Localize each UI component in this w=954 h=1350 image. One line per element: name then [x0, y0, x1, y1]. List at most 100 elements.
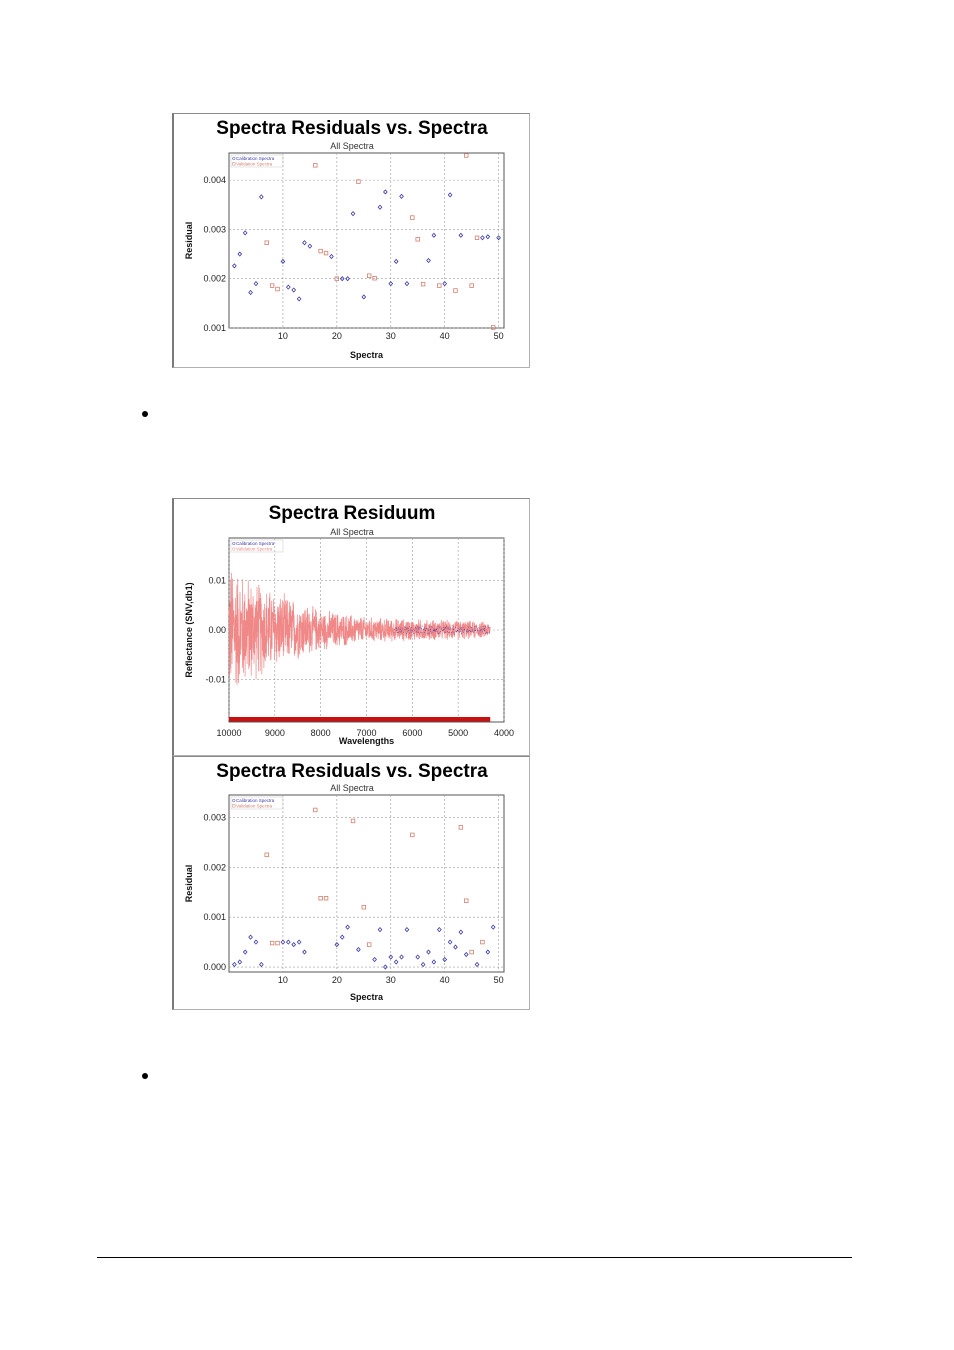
x-tick-label: 7000	[356, 728, 376, 738]
residuum-line-chart: Spectra Residuum All Spectra Wavelengths Re…	[184, 503, 514, 746]
chart-title: Spectra Residuum	[269, 503, 436, 524]
x-tick-label: 8000	[311, 728, 331, 738]
chart-panel-residuals-bottom: Spectra Residuals vs. Spectra All Spectra…	[172, 756, 530, 1010]
legend-box	[230, 539, 284, 553]
legend-marker	[232, 156, 236, 161]
x-axis-label: Spectra	[350, 350, 384, 360]
x-tick-label: 40	[440, 331, 450, 341]
chart-panel-residuals-top: Spectra Residuals vs. Spectra All Spectra…	[172, 113, 530, 368]
data-point-validation	[323, 250, 329, 256]
data-point-calibration	[296, 939, 302, 945]
data-point-validation	[318, 248, 323, 254]
data-point-calibration	[237, 959, 243, 965]
data-point-validation	[313, 163, 318, 168]
data-point-calibration	[474, 961, 480, 968]
data-point-calibration	[356, 946, 361, 953]
data-point-calibration	[302, 240, 307, 246]
x-tick-label: 20	[332, 975, 342, 985]
data-point-calibration	[302, 949, 307, 955]
x-tick-label: 50	[494, 975, 504, 985]
legend-entry: Validation Spectra	[236, 547, 273, 552]
y-tick-label: 0.001	[203, 912, 226, 922]
x-tick-label: 30	[386, 975, 396, 985]
data-point-validation	[269, 283, 275, 288]
data-point-calibration	[404, 281, 410, 287]
data-point-calibration	[345, 924, 350, 930]
data-point-calibration	[291, 287, 297, 293]
data-point-calibration	[447, 939, 453, 945]
data-point-calibration	[388, 954, 394, 960]
data-point-calibration	[334, 941, 340, 948]
plot-area	[228, 152, 505, 329]
data-point-validation	[366, 942, 372, 947]
data-point-calibration	[372, 956, 377, 963]
legend-marker	[232, 547, 236, 551]
data-point-calibration	[442, 281, 448, 287]
x-tick-label: 20	[332, 331, 342, 341]
data-point-calibration	[339, 934, 345, 940]
data-point-calibration	[458, 232, 464, 238]
legend-entry: Validation Spectra	[236, 804, 273, 809]
y-tick-label: 0.002	[203, 274, 226, 284]
data-point-calibration	[415, 954, 421, 960]
data-point-calibration	[431, 959, 437, 965]
data-point-calibration	[361, 294, 367, 300]
legend-marker	[232, 804, 236, 808]
y-tick-label: -0.01	[205, 675, 226, 685]
data-point-calibration	[404, 927, 410, 933]
legend-marker	[232, 162, 236, 166]
data-point-validation	[264, 852, 269, 858]
x-axis-label: Wavelengths	[339, 736, 394, 746]
data-point-calibration	[248, 289, 253, 296]
chart-title: Spectra Residuals vs. Spectra	[216, 761, 488, 782]
data-point-calibration	[329, 253, 334, 260]
data-point-calibration	[345, 276, 350, 282]
data-point-calibration	[253, 939, 259, 945]
y-tick-label: 0.01	[208, 575, 226, 585]
data-point-validation	[269, 940, 275, 946]
y-tick-label: 0.000	[203, 962, 226, 972]
y-tick-label: 0.003	[203, 224, 226, 234]
data-point-validation	[372, 276, 377, 281]
data-point-calibration	[453, 944, 458, 950]
data-point-validation	[474, 235, 480, 240]
data-point-calibration	[490, 924, 496, 930]
data-point-calibration	[399, 193, 404, 199]
legend-entry: Validation Spectra	[236, 162, 273, 167]
y-axis-label: Residual	[184, 222, 194, 260]
bullet-marker-2	[141, 1072, 149, 1080]
data-point-calibration	[237, 251, 243, 257]
x-tick-label: 9000	[265, 728, 285, 738]
chart-subtitle: All Spectra	[330, 527, 374, 537]
data-point-validation	[469, 949, 474, 955]
data-point-calibration	[485, 949, 491, 955]
data-point-validation	[453, 288, 458, 293]
x-tick-label: 5000	[448, 728, 468, 738]
x-tick-label: 4000	[494, 728, 514, 738]
data-point-calibration	[383, 189, 388, 195]
x-tick-label: 50	[494, 331, 504, 341]
data-point-calibration	[232, 263, 237, 269]
data-point-calibration	[280, 258, 286, 265]
data-point-validation	[469, 283, 474, 288]
residuals-scatter-chart: Spectra Residuals vs. Spectra All Spectra…	[184, 118, 505, 360]
y-axis-label: Reflectance (SNV,db1)	[184, 582, 194, 677]
data-point-calibration	[259, 961, 264, 968]
data-point-validation	[318, 896, 323, 901]
legend-entry: Calibration Spectra	[236, 156, 275, 161]
data-point-calibration	[485, 234, 491, 240]
data-point-calibration	[442, 956, 448, 963]
data-point-calibration	[377, 204, 383, 210]
legend-marker	[232, 798, 236, 803]
data-point-calibration	[420, 961, 426, 968]
y-tick-label: 0.00	[208, 625, 226, 635]
x-tick-label: 10	[278, 975, 288, 985]
data-point-calibration	[377, 927, 383, 933]
data-point-validation	[366, 273, 372, 278]
data-point-validation	[350, 818, 356, 824]
x-axis-label: Spectra	[350, 992, 384, 1002]
x-tick-label: 10000	[216, 728, 241, 738]
x-tick-label: 30	[386, 331, 396, 341]
data-point-calibration	[242, 230, 248, 236]
data-point-validation	[334, 276, 340, 281]
